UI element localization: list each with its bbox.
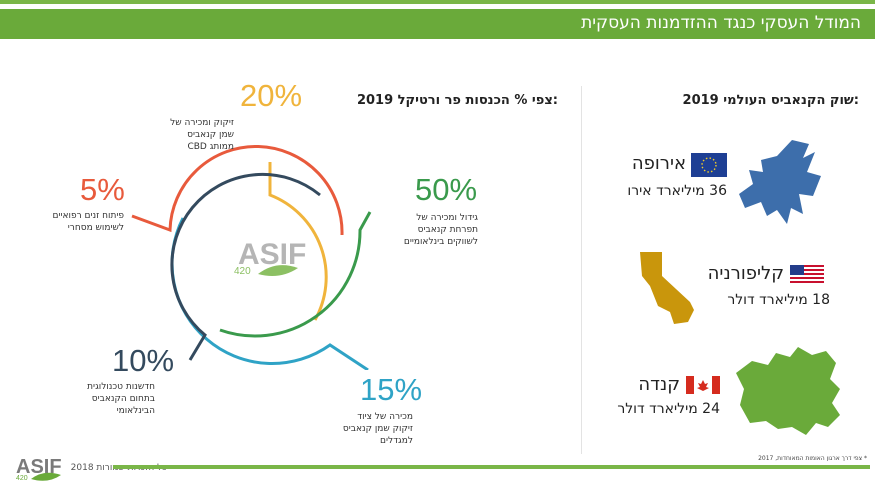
footer-logo-sub: 420 xyxy=(16,475,28,482)
region-value-california: 18 מיליארד דולר xyxy=(727,292,830,308)
eu-flag-icon xyxy=(691,153,727,177)
region-name-europe: אירופה xyxy=(631,153,686,174)
us-flag-icon xyxy=(790,265,824,283)
desc-line: ממותג CBD xyxy=(187,142,234,152)
desc-line: פיתוח זנים רפואיים xyxy=(52,211,124,221)
desc-50: גידול ומכירה של תפרחת קנאביס לשווקים בינ… xyxy=(404,212,478,248)
region-value-canada: 24 מיליארד דולר xyxy=(617,401,720,417)
ring-segment-50 xyxy=(219,211,372,338)
region-value-europe: 36 מיליארד אירו xyxy=(627,183,727,199)
desc-line: שמן קנאביס xyxy=(187,130,234,140)
pct-20: 20% xyxy=(240,78,303,113)
desc-line: לשווקים בינלאומיים xyxy=(403,237,478,247)
page-title: המודל העסקי כנגד ההזדמנות העסקית xyxy=(581,13,861,33)
top-accent-line xyxy=(0,0,875,4)
canada-flag-icon xyxy=(686,376,720,394)
region-name-canada: קנדה xyxy=(638,374,680,395)
desc-line: זיקוק שמן קנאביס xyxy=(342,424,413,434)
ring-segment-10 xyxy=(170,172,321,361)
region-name-california: קליפורניה xyxy=(707,263,784,284)
europe-map xyxy=(739,140,821,224)
source-footnote: * צפי דרך ארגון האומות המאוחדות, 2017 xyxy=(758,455,867,462)
desc-line: חדשנות טכנולוגית xyxy=(87,382,155,392)
section-divider xyxy=(581,86,582,454)
desc-line: תפרחת קנאביס xyxy=(417,225,478,235)
desc-20: זיקוק ומכירה של שמן קנאביס ממותג CBD xyxy=(170,117,234,153)
center-logo-text: ASIF xyxy=(238,238,307,271)
ring-segment-5 xyxy=(131,144,344,236)
canada-map xyxy=(736,347,840,435)
header-bar: המודל העסקי כנגד ההזדמנות העסקית xyxy=(0,9,875,39)
desc-5: פיתוח זנים רפואיים לשימוש מסחרי xyxy=(53,210,124,234)
desc-line: מכירה של ציוד xyxy=(357,412,413,422)
center-logo: ASIF 420 xyxy=(232,238,312,284)
ring-segment-20 xyxy=(268,162,328,321)
desc-10: חדשנות טכנולוגית בתחום הקנאביס הבינלאומי xyxy=(87,381,155,417)
desc-line: זיקוק ומכירה של xyxy=(170,118,234,128)
desc-line: לשימוש מסחרי xyxy=(67,223,124,233)
footer-line xyxy=(113,465,870,469)
california-map xyxy=(640,252,694,324)
pct-5: 5% xyxy=(80,172,125,207)
desc-15: מכירה של ציוד זיקוק שמן קנאביס למגדלים xyxy=(343,411,413,447)
footer-logo: ASIF 420 xyxy=(14,456,74,486)
desc-line: בתחום הקנאביס xyxy=(91,394,155,404)
leaf-icon xyxy=(258,265,298,276)
footer-leaf-icon xyxy=(31,472,61,481)
desc-line: למגדלים xyxy=(380,436,413,446)
revenue-ring-chart xyxy=(131,144,372,370)
pct-50: 50% xyxy=(415,172,478,207)
desc-line: גידול ומכירה של xyxy=(416,213,478,223)
revenue-section-title: :צפי % הכנסות פר ורטיקל 2019 xyxy=(356,93,558,108)
market-section-title: :שוק הקנאביס העולמי 2019 xyxy=(682,93,859,108)
pct-10: 10% xyxy=(112,343,175,378)
desc-line: הבינלאומי xyxy=(116,406,155,416)
center-logo-sub: 420 xyxy=(234,266,251,277)
pct-15: 15% xyxy=(360,372,423,407)
footer-logo-text: ASIF xyxy=(16,456,62,478)
